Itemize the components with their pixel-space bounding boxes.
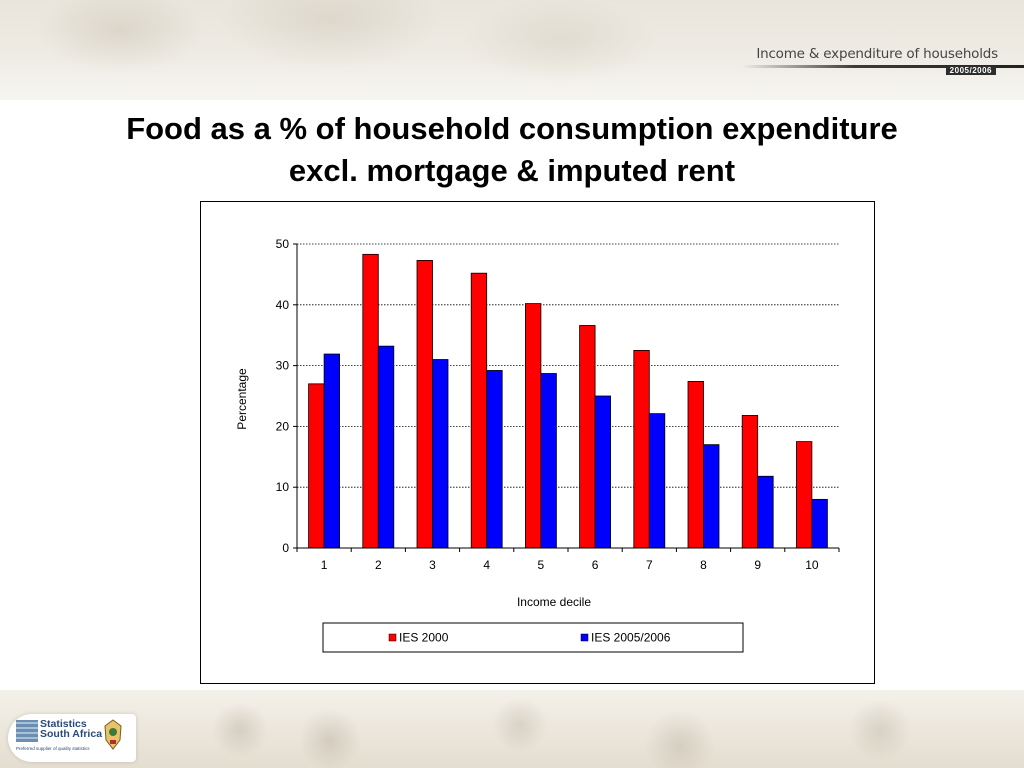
slide-title-line2: excl. mortgage & imputed rent bbox=[288, 153, 736, 188]
bar-ies2000-decile-8 bbox=[687, 381, 704, 549]
footer-band bbox=[0, 690, 1024, 768]
bar-ies2005-decile-9 bbox=[757, 475, 774, 549]
chart-frame: 0 10 20 30 40 50 1 2 3 4 5 6 7 8 9 10 Percentage Incom… bbox=[200, 201, 875, 684]
x-axis-label: Income decile bbox=[517, 595, 591, 609]
slide-title-line1: Food as a % of household consumption exp… bbox=[126, 111, 898, 146]
y-tick-label: 20 bbox=[276, 419, 290, 433]
bar-ies2005-decile-2 bbox=[377, 345, 395, 549]
coat-of-arms-icon bbox=[104, 719, 122, 750]
logo-tagline: Preferred supplier of quality statistics bbox=[16, 746, 90, 751]
bar-ies2005-decile-1 bbox=[323, 353, 340, 549]
y-tick-label: 30 bbox=[276, 359, 290, 373]
x-tick-label: 2 bbox=[375, 558, 382, 572]
y-tick-labels: 0 10 20 30 40 50 bbox=[276, 237, 297, 555]
logo-line2: South Africa bbox=[40, 728, 103, 740]
legend-swatch-ies2005 bbox=[580, 633, 589, 642]
bar-ies2000-decile-9 bbox=[741, 415, 759, 549]
axes bbox=[296, 244, 840, 552]
x-tick-label: 1 bbox=[321, 558, 328, 572]
y-axis-label: Percentage bbox=[235, 368, 249, 430]
logo-line1: Statistics bbox=[40, 718, 87, 730]
bar-ies2000-decile-6 bbox=[579, 325, 596, 549]
y-tick-label: 0 bbox=[282, 541, 289, 555]
bar-ies2005-decile-10 bbox=[811, 498, 828, 549]
legend-label-ies2005: IES 2005/2006 bbox=[591, 631, 671, 645]
header-rule bbox=[742, 65, 1024, 68]
x-tick-label: 9 bbox=[754, 558, 761, 572]
x-tick-label: 3 bbox=[429, 558, 436, 572]
bar-ies2005-decile-3 bbox=[432, 359, 449, 549]
y-tick-label: 50 bbox=[276, 237, 290, 251]
x-tick-label: 4 bbox=[483, 558, 490, 572]
bar-ies2000-decile-2 bbox=[362, 253, 379, 549]
x-tick-labels: 1 2 3 4 5 6 7 8 9 10 bbox=[321, 558, 819, 572]
legend-label-ies2000: IES 2000 bbox=[399, 631, 449, 645]
x-tick-label: 10 bbox=[805, 558, 819, 572]
x-tick-label: 5 bbox=[538, 558, 545, 572]
x-tick-label: 7 bbox=[646, 558, 653, 572]
series-title: Income & expenditure of households bbox=[756, 46, 998, 62]
legend-box bbox=[322, 622, 744, 653]
stats-sa-logo-mark-icon bbox=[16, 720, 38, 742]
bar-ies2005-decile-6 bbox=[594, 395, 612, 549]
bar-ies2000-decile-1 bbox=[308, 383, 325, 549]
x-tick-label: 6 bbox=[592, 558, 599, 572]
bar-ies2005-decile-7 bbox=[648, 413, 666, 549]
year-label: 2005/2006 bbox=[945, 66, 996, 75]
bar-ies2000-decile-3 bbox=[416, 260, 433, 549]
bar-ies2000-decile-5 bbox=[524, 303, 542, 549]
bar-ies2000-decile-7 bbox=[633, 349, 650, 549]
bar-ies2005-decile-8 bbox=[703, 444, 720, 549]
slide-title: Food as a % of household consumption exp… bbox=[0, 108, 1024, 192]
legend-swatch-ies2000 bbox=[388, 633, 397, 642]
bar-ies2005-decile-5 bbox=[540, 373, 557, 549]
bar-ies2005-decile-4 bbox=[486, 370, 503, 549]
bar-ies2000-decile-4 bbox=[470, 272, 488, 549]
legend: IES 2000 IES 2005/2006 bbox=[322, 622, 744, 653]
header-band bbox=[0, 0, 1024, 100]
x-tick-label: 8 bbox=[700, 558, 707, 572]
bar-ies2000-decile-10 bbox=[796, 441, 813, 549]
bars bbox=[308, 253, 828, 549]
bar-chart: 0 10 20 30 40 50 1 2 3 4 5 6 7 8 9 10 Percentage Incom… bbox=[235, 237, 840, 653]
logo-text: Statistics South Africa bbox=[40, 718, 103, 740]
y-tick-label: 10 bbox=[276, 480, 290, 494]
y-tick-label: 40 bbox=[276, 298, 290, 312]
